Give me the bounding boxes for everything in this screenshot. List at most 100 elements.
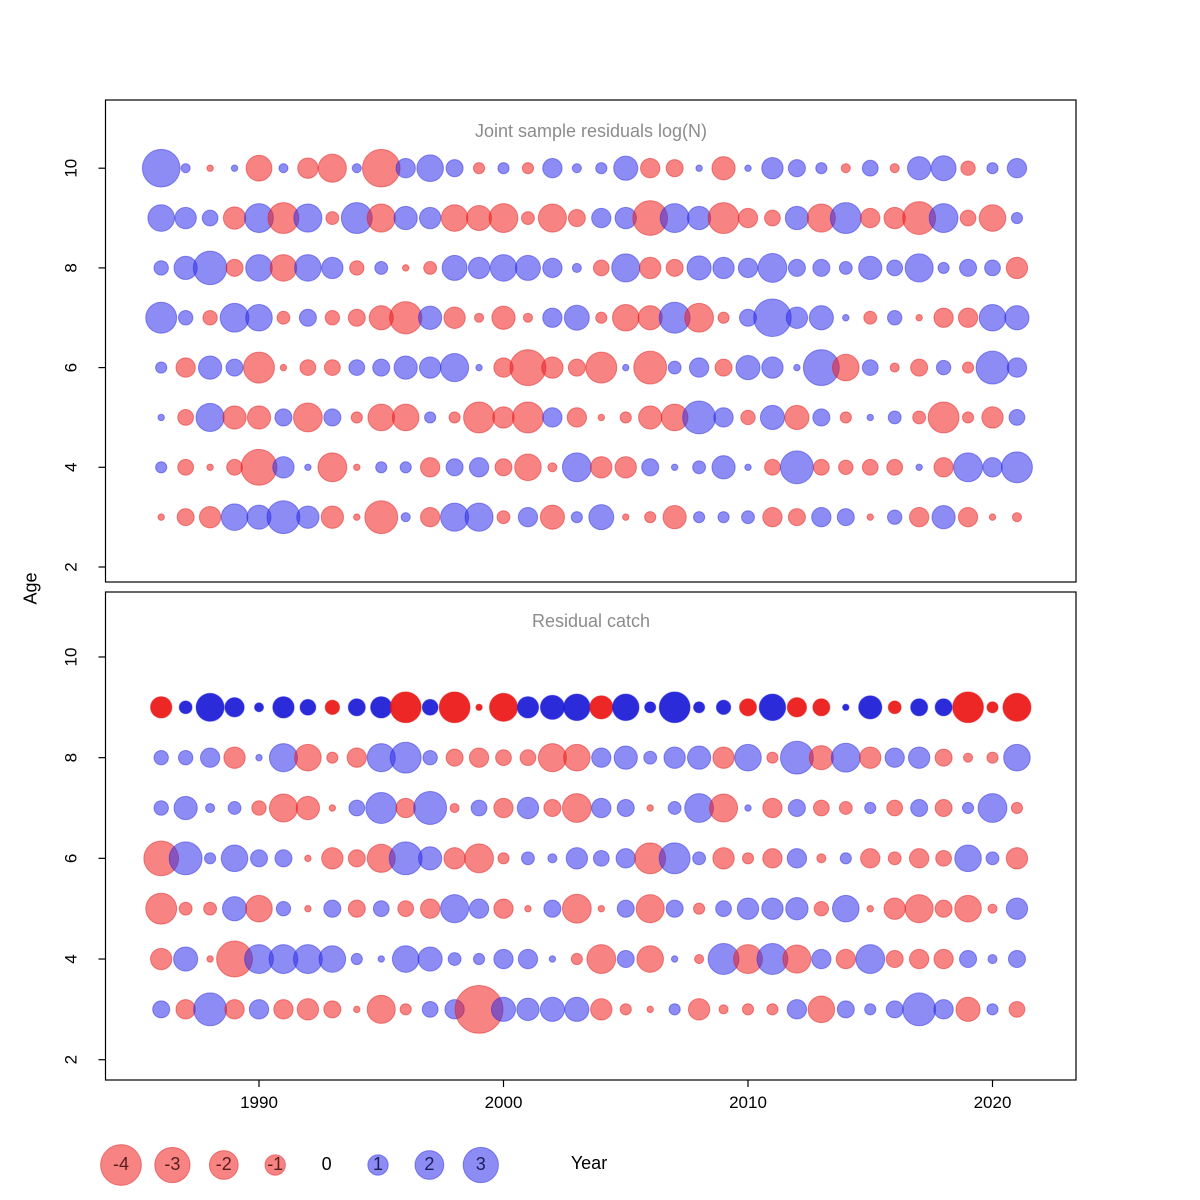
residual-bubble [816,853,827,864]
residual-bubble [812,799,830,817]
residual-bubble [298,308,317,327]
residual-bubble [473,312,485,323]
residual-bubble [738,698,758,717]
y-tick-label: 8 [61,263,80,272]
residual-bubble [640,158,661,179]
residual-bubble [744,164,752,172]
residual-bubble [762,848,783,869]
residual-bubble [782,944,812,974]
residual-bubble [887,700,902,715]
residual-bubble [934,748,953,767]
residual-bubble [375,461,388,474]
residual-bubble [509,349,547,387]
residual-bubble [836,508,855,527]
residual-bubble [423,260,438,275]
residual-bubble [886,310,903,326]
legend-value-label: 2 [424,1154,434,1174]
residual-bubble [203,901,218,916]
residual-bubble [933,948,954,970]
residual-bubble [741,510,755,525]
residual-bubble [985,851,1000,866]
residual-bubble [514,254,541,281]
residual-bubble [192,250,228,286]
bubbles-logn [141,148,1033,535]
residual-bubble [391,945,420,973]
legend-value-label: -1 [267,1154,283,1174]
residual-bubble [197,355,223,380]
x-tick-label: 2020 [974,1093,1012,1112]
residual-bubble [393,355,418,380]
residual-bubble [908,948,930,970]
residual-bubble [153,800,169,816]
x-tick-label: 2010 [729,1093,767,1112]
residual-bubble [779,740,814,775]
residual-bubble [543,899,562,918]
residual-bubble [933,999,954,1020]
residual-bubble [195,402,225,433]
residual-bubble [377,955,385,963]
residual-bubble [268,793,299,823]
residual-bubble [785,897,809,921]
residual-bubble [419,457,441,478]
y-tick-label: 2 [61,1055,80,1064]
residual-bubble [886,259,904,277]
residual-bubble [418,356,442,379]
residual-bubble [585,351,618,384]
residual-bubble [347,308,366,327]
residual-bubble [757,252,788,283]
residual-bubble [468,898,490,919]
residual-bubble [364,500,399,535]
residual-bubble [866,904,874,913]
residual-bubble [637,305,663,331]
panel-title-catch: Residual catch [531,611,651,631]
residual-bubble [662,505,687,530]
residual-bubble [417,946,443,972]
residual-bubble [353,513,361,521]
residual-bubble [416,154,444,182]
residual-bubble [246,405,272,430]
residual-bubble [292,944,323,974]
residual-bubble [764,458,781,476]
residual-bubble [693,511,706,524]
residual-bubble [686,255,712,281]
residual-bubble [830,742,861,773]
residual-bubble [766,751,779,764]
residual-bubble [150,696,173,719]
residual-bubble [590,456,613,479]
residual-bubble [813,900,830,917]
residual-bubble [931,505,956,530]
residual-bubble [269,254,298,282]
residual-bubble [915,463,923,472]
residual-bubble [952,691,985,724]
residual-bubble [686,745,712,770]
residual-bubble [987,953,998,965]
residual-bubble [177,458,195,476]
residual-bubble [613,745,638,770]
residual-bubble [347,899,366,918]
residual-bubble [741,852,755,865]
residual-bubble [292,402,323,433]
residual-bubble [153,749,169,766]
residual-bubble [325,211,340,226]
residual-bubble [294,743,322,772]
residual-bubble [516,796,540,820]
residual-bubble [787,508,806,527]
residual-bubble [326,751,339,764]
residual-bubble [836,1000,855,1019]
y-tick-label: 4 [61,463,80,472]
residual-bubble [808,305,834,331]
residual-bubble [842,314,850,322]
residual-bubble [492,406,515,429]
residual-bubble [902,992,937,1027]
residual-bubble [517,948,539,970]
residual-bubble [543,798,562,818]
residual-bubble [539,996,565,1022]
residual-bubble [735,355,761,381]
residual-bubble [245,254,273,282]
residual-bubble [389,741,422,774]
residual-bubble [276,310,291,325]
residual-bubble [713,407,734,428]
residual-bubble [595,162,608,175]
residual-bubble [245,154,273,182]
residual-bubble [467,256,491,280]
